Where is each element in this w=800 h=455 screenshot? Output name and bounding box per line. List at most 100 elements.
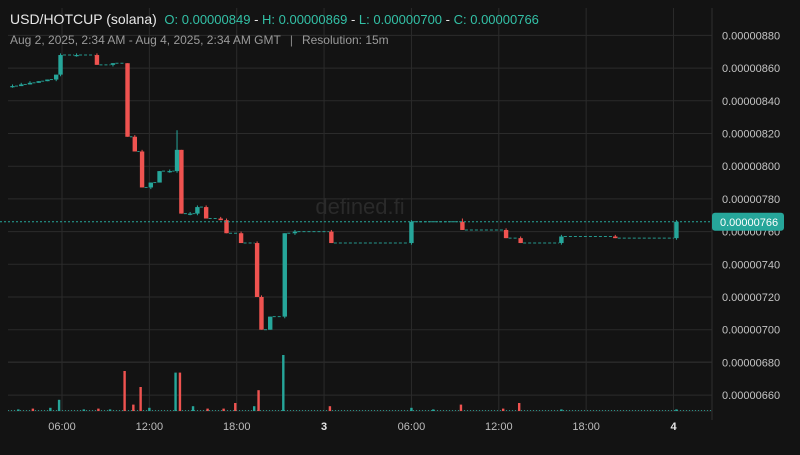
volume-bar xyxy=(123,371,126,411)
candle-body xyxy=(167,171,172,173)
last-price-badge xyxy=(712,212,784,231)
candle-body xyxy=(27,82,33,85)
volume-bar xyxy=(234,403,237,411)
ohlc-separator: - xyxy=(445,12,454,27)
x-tick-label: 12:00 xyxy=(136,421,164,433)
x-tick-label: 3 xyxy=(321,421,327,433)
candle-body xyxy=(58,55,63,75)
y-tick-label: 0.00000700 xyxy=(722,325,780,337)
x-tick-label: 18:00 xyxy=(572,421,600,433)
candle-body xyxy=(10,86,15,88)
candle-body xyxy=(254,243,260,297)
volume-bars xyxy=(8,355,712,411)
x-tick-label: 06:00 xyxy=(398,421,426,433)
y-tick-label: 0.00000820 xyxy=(722,129,780,141)
candle-body xyxy=(518,238,523,244)
open-value: O: 0.00000849 xyxy=(164,12,251,27)
high-value: H: 0.00000869 xyxy=(262,12,348,27)
candle-body xyxy=(195,207,200,214)
volume-bar xyxy=(82,409,86,411)
candle-body xyxy=(139,151,145,188)
candle-body xyxy=(187,213,193,215)
y-tick-label: 0.00000800 xyxy=(722,161,780,173)
candle-body xyxy=(329,231,334,244)
y-tick-label: 0.00000680 xyxy=(722,357,780,369)
symbol-name: USD/HOTCUP (solana) xyxy=(10,11,157,27)
x-tick-label: 18:00 xyxy=(223,421,251,433)
last-price-label: 0.00000766 xyxy=(720,217,778,229)
candle-body xyxy=(53,74,59,80)
volume-bar xyxy=(410,407,413,411)
info-separator: | xyxy=(289,33,293,47)
candle-body xyxy=(45,79,50,82)
candle-body xyxy=(259,297,264,330)
volume-bar xyxy=(517,403,521,411)
candle-body xyxy=(292,231,298,234)
close-value: C: 0.00000766 xyxy=(453,12,539,27)
candle-body xyxy=(460,221,465,230)
y-tick-label: 0.00000780 xyxy=(722,194,780,206)
x-tick-label: 06:00 xyxy=(48,421,76,433)
candle-body xyxy=(74,55,79,57)
candle-body xyxy=(19,84,24,87)
volume-bar xyxy=(191,406,195,411)
x-axis-labels: 06:00 12:00 18:00 3 06:00 12:00 18:00 4 xyxy=(48,421,677,433)
ohlc-separator: - xyxy=(350,12,359,27)
volume-bar xyxy=(17,409,20,411)
candle-body xyxy=(125,63,130,137)
volume-bar xyxy=(282,355,285,411)
volume-bar xyxy=(432,409,435,411)
resolution-label: Resolution: 15m xyxy=(301,33,389,47)
candle-body xyxy=(203,207,209,219)
candle-body xyxy=(409,221,414,244)
candle-body xyxy=(110,63,116,65)
y-tick-label: 0.00000720 xyxy=(722,292,780,304)
volume-bar xyxy=(206,408,209,411)
y-tick-label: 0.00000880 xyxy=(722,30,780,42)
date-range: Aug 2, 2025, 2:34 AM - Aug 4, 2025, 2:34… xyxy=(10,33,281,47)
volume-bar xyxy=(459,404,463,411)
y-tick-label: 0.00000840 xyxy=(722,96,780,108)
volume-bar xyxy=(49,407,52,411)
volume-bar xyxy=(252,406,256,411)
candle-body xyxy=(238,233,244,244)
volume-bar xyxy=(222,408,225,411)
y-tick-label: 0.00000660 xyxy=(722,390,780,402)
candle-body xyxy=(218,218,223,221)
candle-body xyxy=(282,233,287,317)
candle-body xyxy=(94,55,100,65)
ohlc-separator: - xyxy=(254,12,263,27)
volume-bar xyxy=(97,408,100,411)
volume-bar xyxy=(675,409,678,411)
last-price-marker: 0.00000766 xyxy=(0,212,784,231)
x-tick-label: 12:00 xyxy=(485,421,513,433)
candle-body xyxy=(674,221,679,239)
candle-body xyxy=(132,136,137,152)
symbol-header: USD/HOTCUP (solana) O: 0.00000849 - H: 0… xyxy=(10,11,539,27)
candle-body xyxy=(503,229,509,239)
volume-bar xyxy=(328,406,332,411)
y-axis-labels: 0.00000660 0.00000680 0.00000700 0.00000720… xyxy=(722,30,780,402)
candle-body xyxy=(613,236,618,239)
candle-body xyxy=(179,149,184,214)
candle-body xyxy=(148,182,154,188)
volume-bar xyxy=(174,372,177,411)
watermark-text: defined.fi xyxy=(315,194,404,219)
candle-body xyxy=(157,171,162,183)
volume-bar xyxy=(178,372,182,411)
y-tick-label: 0.00000740 xyxy=(722,259,780,271)
volume-bar xyxy=(501,408,505,411)
x-tick-label: 4 xyxy=(670,421,677,433)
candle-body xyxy=(559,236,564,244)
candle-body xyxy=(268,316,273,330)
candle-body xyxy=(224,220,229,234)
volume-bar xyxy=(257,390,260,411)
volume-bar xyxy=(148,407,151,411)
range-info: Aug 2, 2025, 2:34 AM - Aug 4, 2025, 2:34… xyxy=(10,33,389,47)
volume-bar xyxy=(31,408,35,411)
volume-bar xyxy=(560,409,563,411)
candle-body xyxy=(174,149,180,172)
candlesticks xyxy=(10,53,679,331)
low-value: L: 0.00000700 xyxy=(358,12,443,27)
